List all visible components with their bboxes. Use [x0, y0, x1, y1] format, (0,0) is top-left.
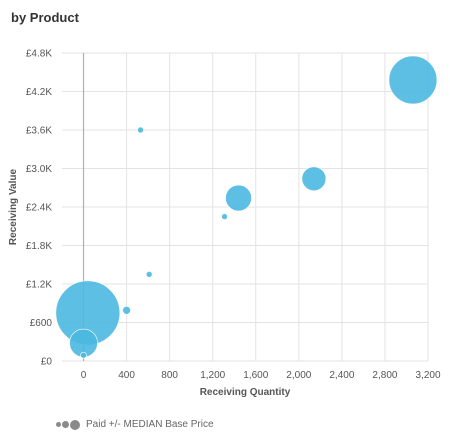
y-tick-label: £3.0K — [26, 164, 52, 175]
x-tick-label: 800 — [161, 370, 178, 381]
bubble-chart: 0 400 800 1,200 1,600 2,000 2,400 2,800 3,200 £0… — [8, 49, 441, 399]
bubble-point[interactable] — [225, 184, 252, 212]
legend-label: Paid +/- MEDIAN Base Price — [86, 419, 214, 430]
y-tick-label: £1.2K — [26, 280, 52, 291]
bubble-point[interactable] — [145, 271, 153, 278]
size-legend-icon — [56, 419, 80, 430]
y-tick-label: £600 — [30, 318, 53, 329]
y-tick-label: £4.2K — [26, 87, 52, 98]
y-axis-label: Receiving Value — [8, 168, 19, 245]
x-tick-label: 2,000 — [286, 370, 311, 381]
x-tick-label: 1,200 — [200, 370, 225, 381]
bubble-point[interactable] — [137, 126, 144, 134]
y-tick-label: £1.8K — [26, 241, 52, 252]
x-tick-labels: 0 400 800 1,200 1,600 2,000 2,400 2,800 3,200 — [81, 370, 441, 381]
bubbles — [55, 55, 438, 359]
y-tick-label: £2.4K — [26, 203, 52, 214]
bubble-point[interactable] — [388, 55, 438, 105]
bubble-point[interactable] — [221, 213, 228, 220]
x-tick-label: 3,200 — [415, 370, 440, 381]
bubble-point[interactable] — [122, 306, 131, 315]
x-tick-label: 2,400 — [329, 370, 354, 381]
x-tick-label: 0 — [81, 370, 87, 381]
legend[interactable]: Paid +/- MEDIAN Base Price — [56, 419, 214, 430]
y-tick-labels: £0 £600 £1.2K £1.8K £2.4K £3.0K £3.6K £4.2K £4.8… — [26, 49, 53, 368]
y-tick-label: £0 — [41, 357, 53, 368]
y-tick-label: £3.6K — [26, 126, 52, 137]
x-tick-label: 2,800 — [372, 370, 397, 381]
x-tick-label: 1,600 — [243, 370, 268, 381]
x-tick-label: 400 — [118, 370, 135, 381]
chart-title: by Product — [11, 10, 79, 25]
bubble-point[interactable] — [80, 351, 87, 359]
y-tick-label: £4.8K — [26, 49, 52, 60]
x-axis-label: Receiving Quantity — [200, 387, 291, 398]
bubble-point[interactable] — [301, 166, 327, 192]
